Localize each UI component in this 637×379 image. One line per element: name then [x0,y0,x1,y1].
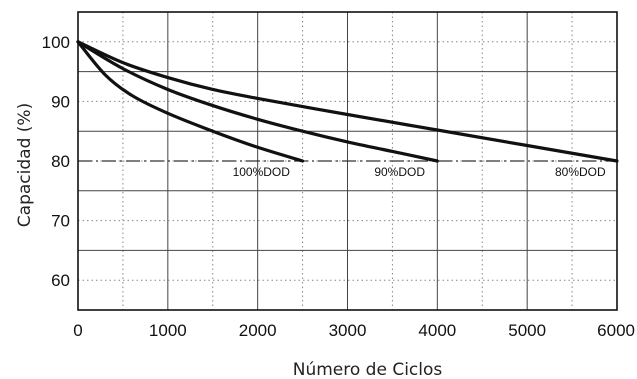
y-tick-label: 70 [51,212,70,231]
x-tick-label: 3000 [329,321,367,340]
x-axis-label: Número de Ciclos [293,360,443,379]
y-tick-label: 60 [51,271,70,290]
series-line-100pct-dod [76,40,305,163]
series-group [76,40,619,163]
x-tick-labels: 0 1000 2000 3000 4000 5000 6000 [73,321,635,340]
series-line-80pct-dod [76,40,619,163]
x-tick-label: 6000 [597,321,635,340]
series-label: 80%DOD [555,165,606,179]
series-label: 90%DOD [374,165,425,179]
x-tick-label: 1000 [149,321,187,340]
y-tick-label: 80 [51,152,70,171]
x-tick-label: 5000 [508,321,546,340]
series-label: 100%DOD [233,165,291,179]
y-tick-labels: 100 90 80 70 60 [42,33,70,290]
x-tick-label: 0 [73,321,82,340]
plot-frame [77,11,618,311]
x-tick-label: 4000 [418,321,456,340]
y-tick-label: 90 [51,92,70,111]
series-labels: 100%DOD 90%DOD 80%DOD [233,165,606,179]
series-line-90pct-dod [76,40,439,163]
y-tick-label: 100 [42,33,70,52]
x-tick-label: 2000 [239,321,277,340]
y-axis-label: Capacidad (%) [15,103,35,227]
